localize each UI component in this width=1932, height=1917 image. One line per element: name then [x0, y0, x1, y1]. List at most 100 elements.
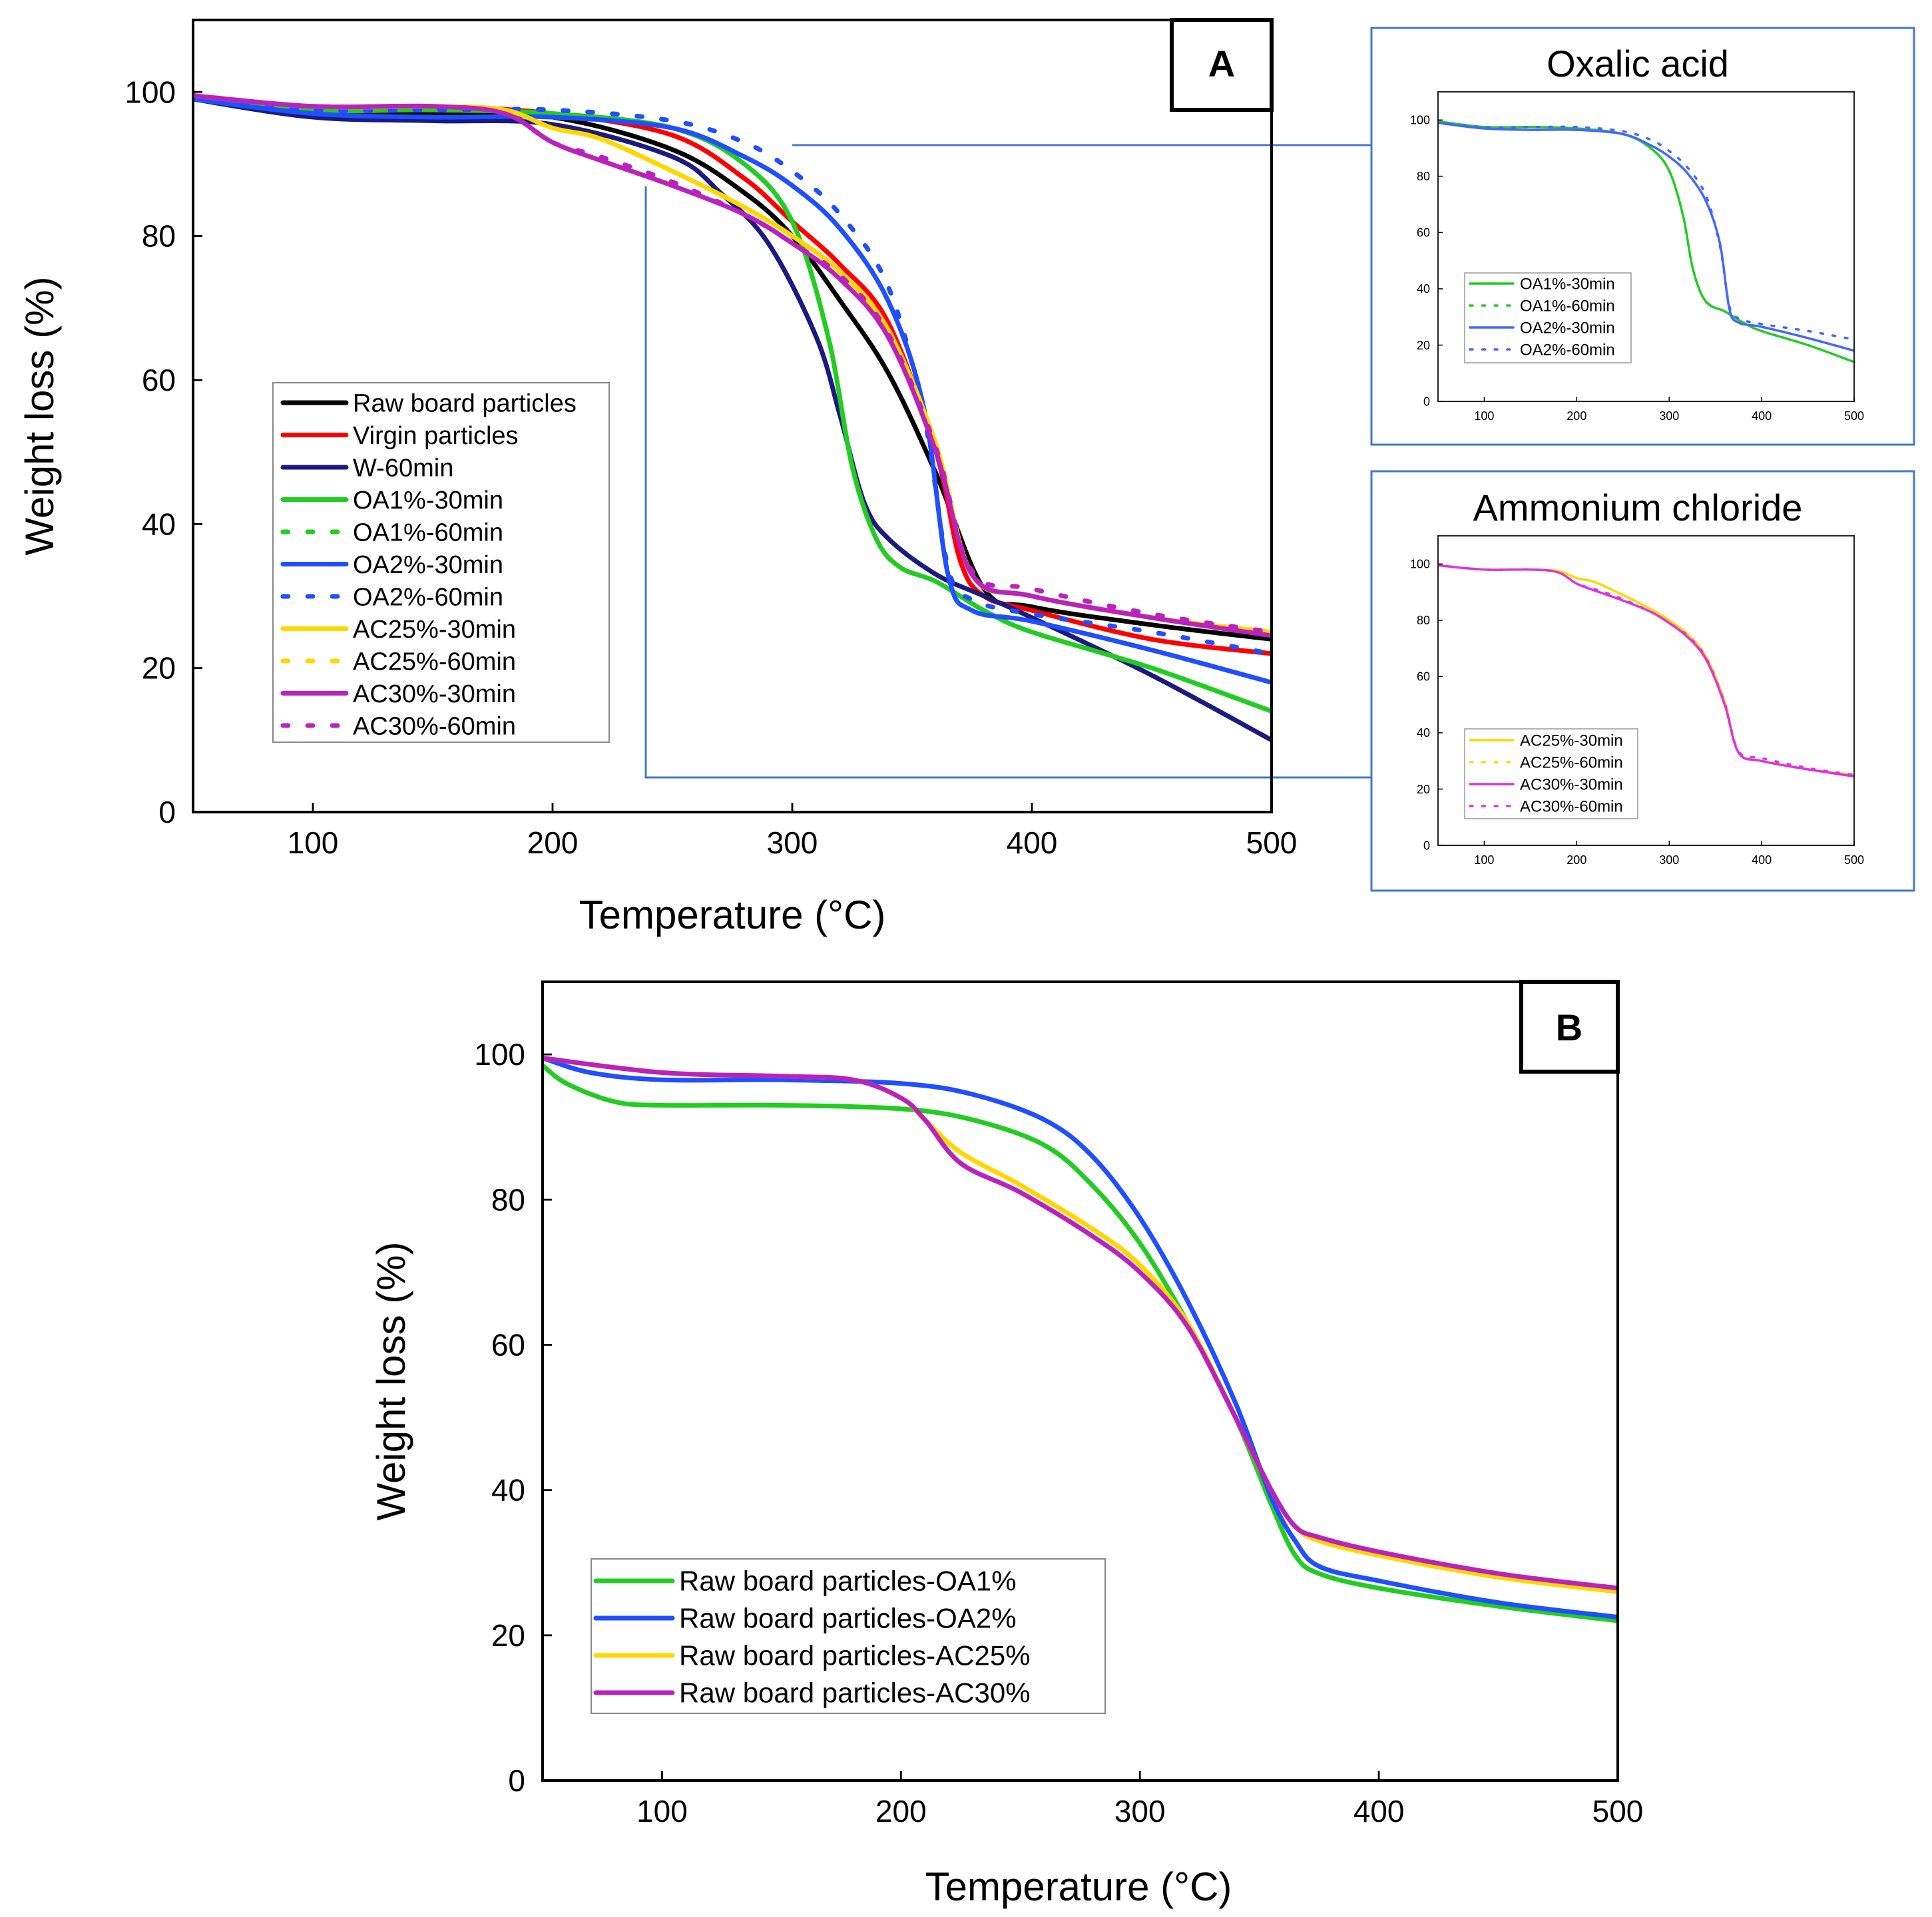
inset-ammonium-title: Ammonium chloride	[1473, 487, 1803, 529]
inset-ammonium-border	[1370, 470, 1915, 892]
inset-oxalic-y-tick-label: 0	[1423, 395, 1430, 408]
panel-b-legend-label: Raw board particles-OA1%	[679, 1566, 1017, 1597]
panel-a-legend-label: OA2%-60min	[353, 583, 503, 611]
inset-oxalic-y-tick-label: 100	[1410, 114, 1430, 127]
inset-oxalic-x-tick-label: 200	[1567, 409, 1586, 423]
inset-ammonium-series-line-4	[1438, 564, 1854, 777]
inset-ammonium-x-tick-label: 400	[1752, 853, 1772, 867]
inset-oxalic-title: Oxalic acid	[1547, 43, 1729, 85]
inset-oxalic-x-tick-label: 300	[1659, 409, 1679, 423]
inset-oxalic-legend-label: OA2%-60min	[1520, 341, 1615, 359]
panel-b-legend-box	[591, 1558, 1106, 1714]
panel-a-x-axis-title: Temperature (°C)	[579, 893, 886, 937]
panel-b-x-ticks: 100 200 300 400 500	[636, 1771, 1643, 1828]
panel-a-x-tick-label: 500	[1246, 825, 1298, 860]
panel-a-x-tick-label: 300	[767, 825, 818, 860]
panel-b-y-tick-label: 0	[508, 1763, 525, 1798]
panel-a-legend-label: OA2%-30min	[353, 551, 503, 579]
inset-oxalic-series-line-2	[1438, 120, 1854, 363]
inset-oxalic-y-tick-label: 20	[1417, 339, 1430, 352]
inset-ammonium-x-tick-label: 300	[1659, 853, 1679, 867]
panel-b-y-tick-label: 60	[491, 1328, 525, 1363]
inset-oxalic-series-line-4	[1438, 121, 1854, 341]
inset-oxalic-legend-label: OA1%-30min	[1520, 275, 1615, 293]
inset-oxalic-legend-label: OA2%-30min	[1520, 319, 1615, 337]
inset-ammonium-y-ticks: 0 20 40 60 80 100	[1410, 558, 1443, 852]
inset-oxalic-y-tick-label: 80	[1417, 170, 1430, 183]
panel-a-y-tick-label: 20	[142, 651, 176, 686]
panel-a-y-axis-title: Weight loss (%)	[17, 276, 62, 555]
inset-ammonium-plot	[1438, 564, 1854, 778]
panel-a-series-line-11	[193, 93, 1272, 634]
panel-a-legend-label: W-60min	[353, 454, 453, 482]
panel-a-x-tick-label: 400	[1007, 825, 1058, 860]
inset-ammonium-y-tick-label: 0	[1423, 839, 1430, 852]
inset-ammonium-x-tick-label: 200	[1567, 853, 1586, 867]
panel-b-legend-label: Raw board particles-OA2%	[679, 1603, 1017, 1634]
panel-a-y-tick-label: 60	[142, 363, 176, 397]
inset-ammonium-y-tick-label: 20	[1417, 783, 1430, 796]
panel-b-label: B	[1556, 1006, 1582, 1048]
inset-ammonium-legend-label: AC25%-60min	[1520, 753, 1623, 771]
panel-a-series-line-1	[193, 97, 1272, 642]
panel-a-legend-entries: Raw board particles Virgin particles W-60m…	[280, 389, 577, 740]
panel-b-x-tick-label: 500	[1592, 1794, 1644, 1828]
panel-b-series-line-2	[543, 1056, 1618, 1619]
panel-a-legend-label: OA1%-60min	[353, 519, 503, 546]
inset-ammonium-x-ticks: 100 200 300 400 500	[1474, 841, 1864, 867]
panel-b-frame	[541, 980, 1619, 1782]
inset-oxalic-plot	[1438, 120, 1854, 363]
inset-ammonium-y-tick-label: 80	[1417, 614, 1430, 627]
panel-b-y-tick-label: 100	[474, 1037, 525, 1072]
panel-b-y-tick-label: 40	[491, 1473, 525, 1508]
inset-ammonium-legend-label: AC30%-30min	[1520, 775, 1623, 793]
inset-ammonium-legend-box	[1464, 728, 1638, 819]
panel-b-label-box: B	[1519, 980, 1620, 1074]
panel-a-x-ticks: 100 200 300 400 500	[288, 803, 1298, 860]
inset-ammonium-x-tick-label: 100	[1474, 853, 1494, 867]
inset-oxalic-x-tick-label: 400	[1752, 409, 1772, 423]
inset-oxalic-frame	[1437, 91, 1855, 402]
panel-a-legend-label: OA1%-30min	[353, 487, 503, 515]
panel-a-legend-label: AC30%-60min	[353, 712, 516, 740]
panel-a-legend-label: AC25%-60min	[353, 648, 516, 676]
panel-a-y-tick-label: 100	[124, 75, 176, 109]
panel-a-series-line-5	[193, 93, 1272, 714]
panel-a-series-line-6	[193, 97, 1272, 685]
inset-ammonium-legend-label: AC30%-60min	[1520, 797, 1623, 815]
inset-oxalic: Oxalic acid 100 200 300 400 500 0 20 40 60 80 100…	[1370, 27, 1915, 446]
inset-oxalic-legend-box	[1464, 272, 1632, 363]
inset-ammonium-x-tick-label: 500	[1844, 853, 1864, 867]
panel-b-series-line-4	[543, 1056, 1618, 1591]
panel-a-series-line-7	[193, 97, 1272, 656]
panel-b-legend: Raw board particles-OA1% Raw board partic…	[591, 1558, 1106, 1714]
panel-b-y-axis-title: Weight loss (%)	[369, 1241, 413, 1520]
inset-oxalic-y-tick-label: 40	[1417, 282, 1430, 296]
inset-ammonium-legend-label: AC25%-30min	[1520, 732, 1623, 749]
panel-a-y-tick-label: 0	[158, 795, 176, 829]
inset-ammonium-y-tick-label: 100	[1410, 558, 1430, 571]
inset-oxalic-legend-label: OA1%-60min	[1520, 297, 1615, 315]
panel-b-legend-label: Raw board particles-AC25%	[679, 1640, 1031, 1671]
panel-b-x-axis-title: Temperature (°C)	[925, 1864, 1232, 1909]
panel-b-legend-label: Raw board particles-AC30%	[679, 1677, 1031, 1709]
connector-zoom-box	[644, 186, 1371, 779]
panel-a-legend-label: Raw board particles	[353, 389, 577, 417]
panel-a-x-tick-label: 200	[527, 825, 579, 860]
panel-a: A 100 200 300 400 500 0 20 40 60 80 100 Temperatu…	[17, 18, 1298, 937]
inset-ammonium-y-tick-label: 40	[1417, 726, 1430, 740]
inset-oxalic-y-ticks: 0 20 40 60 80 100	[1410, 114, 1443, 408]
panel-a-plot	[193, 93, 1272, 743]
inset-oxalic-x-tick-label: 100	[1474, 409, 1494, 423]
inset-ammonium-legend-entries: AC25%-30min AC25%-60min AC30%-30min AC30%-6…	[1469, 732, 1623, 815]
inset-oxalic-border	[1370, 27, 1915, 446]
inset-oxalic-series-line-3	[1438, 121, 1854, 352]
panel-a-label-box: A	[1170, 18, 1274, 112]
panel-a-y-tick-label: 80	[142, 219, 176, 254]
panel-a-legend: Raw board particles Virgin particles W-60m…	[272, 382, 610, 743]
inset-connectors	[644, 144, 1371, 779]
inset-ammonium: Ammonium chloride 100 200 300 400 500 0 20 40 6…	[1370, 470, 1915, 892]
inset-oxalic-legend: OA1%-30min OA1%-60min OA2%-30min OA2%-60min	[1464, 272, 1632, 363]
inset-ammonium-y-tick-label: 60	[1417, 670, 1430, 684]
